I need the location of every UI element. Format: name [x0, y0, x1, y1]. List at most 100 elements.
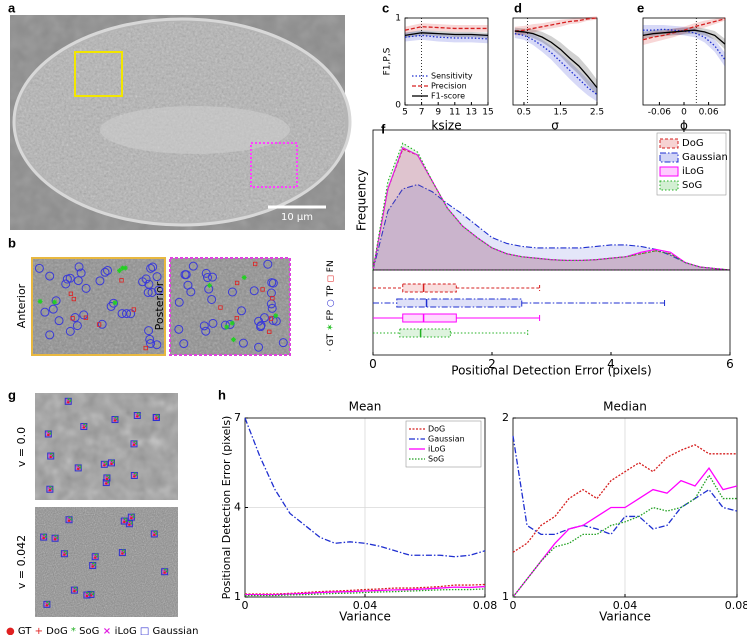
gaussian-marker [40, 533, 48, 541]
gt-marker [130, 516, 133, 520]
gt-marker [91, 565, 94, 568]
legend-symbol: ✶ [326, 321, 336, 334]
gaussian-marker [51, 534, 59, 542]
gt-marker [47, 433, 50, 437]
y-axis-label: Positional Detection Error (pixels) [220, 416, 233, 600]
axes-frame [372, 129, 731, 356]
tp-marker [117, 309, 127, 319]
star-marker [229, 320, 235, 326]
tp-marker [76, 268, 86, 278]
legend-label: SoG [428, 455, 444, 464]
row-label: v = 0.0 [15, 427, 28, 467]
tp-marker [147, 287, 157, 297]
tp-marker [73, 276, 83, 286]
y-tick-label: 7 [234, 411, 241, 424]
gt-marker [113, 419, 117, 422]
gt-marker [49, 455, 52, 459]
star-marker [37, 298, 43, 304]
x-tick-label: 0.08 [725, 599, 747, 612]
gt-marker [42, 536, 45, 540]
star-marker [52, 299, 58, 305]
legend-label: iLoG [115, 626, 137, 635]
tp-marker [220, 320, 230, 330]
gt-marker [73, 589, 76, 593]
gt-marker [67, 519, 71, 522]
tp-marker [100, 267, 110, 277]
legend-symbol: + [31, 626, 46, 635]
gaussian-marker [47, 452, 55, 460]
legend-label: FN [326, 260, 336, 272]
tp-marker [268, 278, 278, 288]
series-line [404, 32, 489, 37]
panel-label: e [637, 0, 644, 15]
gt-marker [82, 426, 86, 429]
legend-swatch [659, 138, 679, 149]
tp-marker [263, 259, 273, 269]
tp-marker [141, 274, 151, 284]
legend-label: DoG [682, 138, 704, 149]
gaussian-marker [89, 562, 97, 570]
tp-marker [254, 316, 264, 326]
gt-marker [105, 482, 108, 485]
fn-marker [83, 315, 89, 320]
tp-marker [61, 279, 71, 289]
tp-marker [81, 283, 91, 293]
legend-symbol: ◻ [326, 272, 336, 285]
chart-title: Median [603, 400, 647, 414]
gaussian-marker [150, 530, 158, 538]
axes-frame [244, 417, 486, 598]
axes-frame [512, 417, 738, 598]
gaussian-marker [133, 411, 141, 419]
y-tick-label: 4 [234, 501, 241, 514]
fn-marker [260, 287, 265, 292]
tp-marker [65, 326, 75, 336]
gaussian-marker [70, 586, 78, 594]
x-tick-label: 11 [449, 108, 460, 118]
tp-marker [34, 263, 44, 273]
legend-label: F1-score [431, 92, 465, 101]
gaussian-marker [44, 430, 52, 438]
legend-label: Gaussian [428, 435, 465, 444]
gt-marker [105, 477, 109, 481]
fn-marker [68, 291, 74, 296]
tp-marker [154, 285, 164, 295]
tp-marker [208, 318, 218, 328]
gaussian-marker [130, 471, 138, 479]
tp-marker [207, 294, 217, 304]
legend-label: Precision [431, 82, 467, 91]
tp-marker [95, 276, 105, 286]
x-axis-label: ksize [431, 119, 461, 133]
tp-marker [278, 338, 288, 348]
gt-marker [77, 467, 80, 471]
fn-marker [96, 322, 102, 327]
panel-label: b [8, 235, 16, 250]
gt-marker [121, 552, 124, 555]
series-line [512, 474, 737, 598]
x-tick-label: 9 [435, 108, 441, 118]
legend-label: GT [326, 333, 336, 346]
series-line [244, 417, 486, 558]
legend-label: FP [326, 309, 336, 320]
tp-marker [97, 319, 107, 329]
gt-marker [163, 571, 166, 574]
tp-marker [174, 324, 184, 334]
posterior-box [250, 142, 298, 188]
series-line [642, 18, 726, 41]
anterior-box [74, 51, 123, 97]
fn-marker [268, 316, 274, 321]
y-tick-label: 1 [234, 590, 241, 603]
gt-marker [123, 520, 126, 524]
tp-marker [180, 270, 190, 280]
panel-label: h [218, 387, 226, 402]
x-axis-label: Positional Detection Error (pixels) [451, 364, 651, 378]
fn-marker [270, 296, 275, 301]
tp-marker [254, 342, 264, 352]
gaussian-marker [152, 413, 160, 421]
tp-marker [45, 271, 55, 281]
series-line [514, 33, 598, 96]
x-tick-label: 0.04 [613, 599, 638, 612]
error-band [643, 24, 725, 67]
x-tick-label: 0 [510, 599, 517, 612]
tp-marker [143, 287, 153, 297]
